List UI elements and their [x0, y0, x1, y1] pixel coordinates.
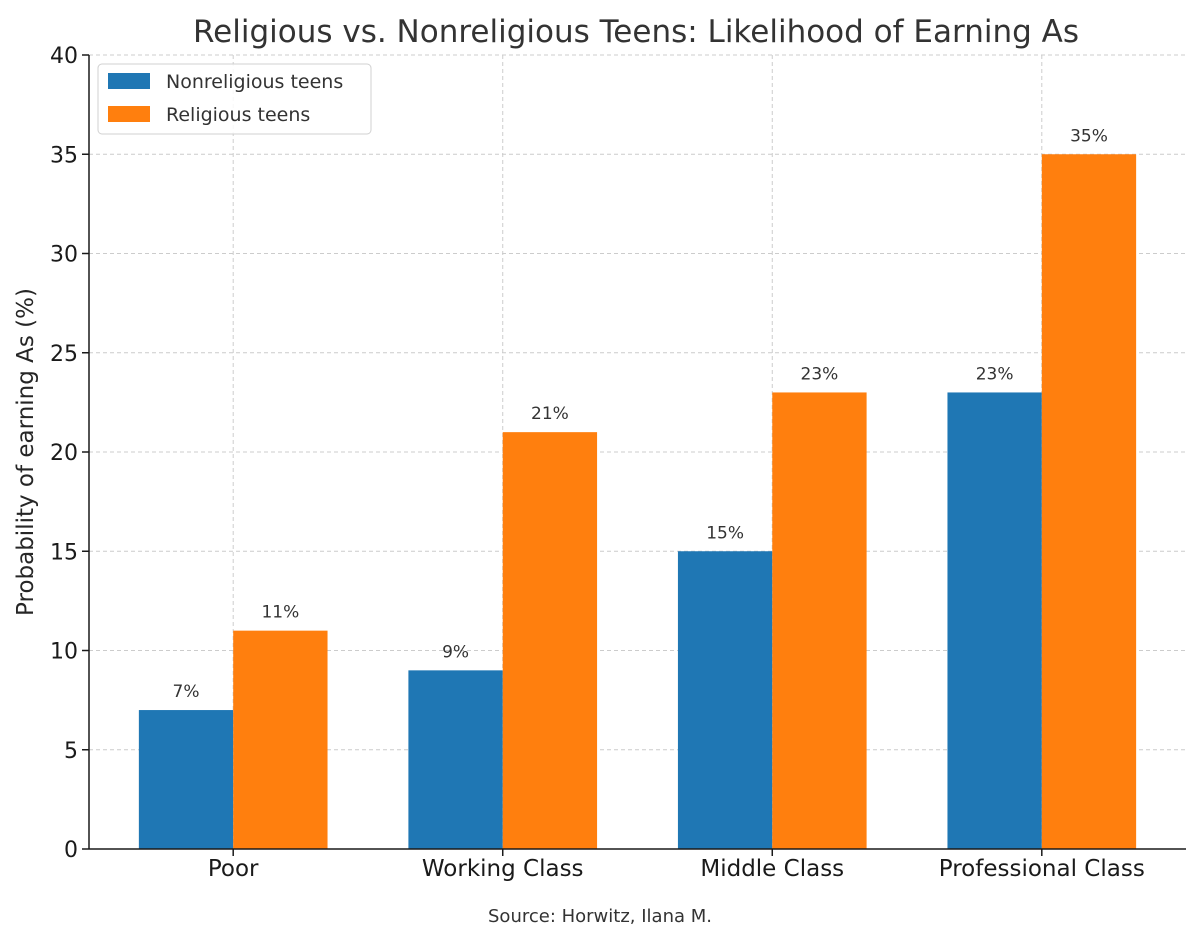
- x-tick-label: Poor: [208, 856, 259, 882]
- bar-data-label: 23%: [801, 364, 839, 384]
- y-tick-label: 10: [50, 640, 78, 665]
- y-tick-label: 20: [50, 441, 78, 466]
- y-axis-label: Probability of earning As (%): [13, 288, 39, 616]
- legend-swatch-religious: [108, 106, 150, 122]
- y-axis-ticks: 0 5 10 15 20 25 30 35 40: [50, 44, 89, 863]
- bars: [138, 154, 1137, 849]
- bar-nonreligious: [408, 670, 503, 849]
- y-tick-label: 40: [50, 44, 78, 69]
- legend-swatch-nonreligious: [108, 73, 150, 89]
- legend-label-nonreligious: Nonreligious teens: [166, 71, 343, 93]
- x-axis-ticks: Poor Working Class Middle Class Professiona…: [208, 849, 1145, 882]
- bar-religious: [772, 392, 867, 849]
- x-tick-label: Middle Class: [700, 856, 844, 882]
- legend-frame: [97, 63, 372, 135]
- bar-nonreligious: [677, 551, 773, 849]
- y-tick-label: 25: [50, 342, 78, 367]
- bar-data-labels: 7% 9% 15% 23% 11% 21% 23% 35%: [173, 126, 1108, 702]
- bar-data-label: 9%: [442, 642, 469, 662]
- bar-nonreligious: [138, 710, 234, 849]
- bar-religious: [502, 432, 598, 849]
- source-note: Source: Horwitz, Ilana M.: [488, 906, 712, 927]
- chart-title: Religious vs. Nonreligious Teens: Likeli…: [193, 14, 1079, 50]
- bar-data-label: 15%: [706, 523, 744, 543]
- bar-religious: [233, 630, 328, 849]
- y-tick-label: 35: [50, 143, 78, 168]
- bar-data-label: 35%: [1070, 126, 1108, 146]
- y-tick-label: 5: [64, 739, 78, 764]
- x-tick-label: Professional Class: [939, 856, 1145, 882]
- x-tick-label: Working Class: [422, 856, 584, 882]
- bar-religious: [1041, 154, 1137, 849]
- legend: Nonreligious teens Religious teens: [97, 63, 372, 135]
- bar-data-label: 7%: [173, 682, 200, 702]
- bar-data-label: 21%: [531, 404, 569, 424]
- y-tick-label: 30: [50, 243, 78, 268]
- bar-data-label: 11%: [261, 603, 299, 623]
- y-tick-label: 0: [64, 838, 78, 863]
- legend-label-religious: Religious teens: [166, 104, 310, 126]
- bar-nonreligious: [947, 392, 1042, 849]
- bar-data-label: 23%: [976, 364, 1014, 384]
- y-tick-label: 15: [50, 540, 78, 565]
